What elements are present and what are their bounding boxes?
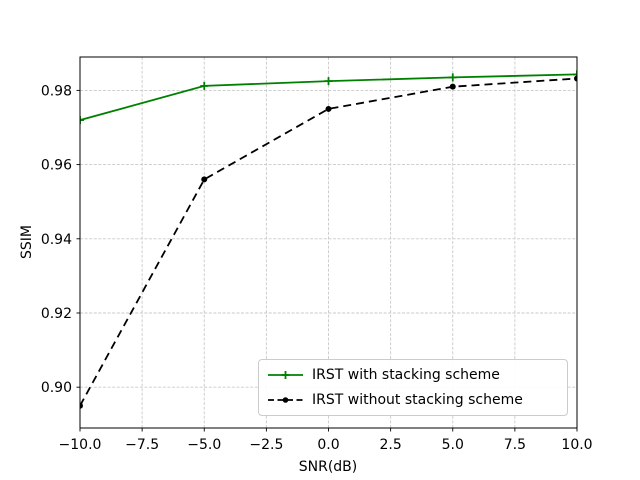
series-line-1	[80, 77, 577, 407]
x-tick-label: 10.0	[561, 437, 592, 453]
y-axis-label: SSIM	[19, 225, 35, 259]
dot-marker-icon	[80, 402, 83, 409]
legend-item-with-stacking: IRST with stacking scheme	[268, 367, 558, 383]
tick-labels: −10.0 −7.5 −5.0 −2.5 0.0 2.5 5.0 7.5 10.0 0.90 0.9…	[41, 83, 593, 453]
dot-marker-icon	[282, 396, 289, 403]
x-axis-label: SNR(dB)	[298, 459, 358, 475]
legend-label-with-stacking: IRST with stacking scheme	[312, 367, 500, 384]
legend-item-without-stacking: IRST without stacking scheme	[268, 392, 558, 408]
legend-sample-solid-line-icon	[268, 371, 303, 380]
x-tick-label: 0.0	[317, 437, 339, 453]
y-tick-label: 0.94	[41, 232, 72, 248]
y-tick-label: 0.92	[41, 306, 72, 322]
x-tick-label: 7.5	[504, 437, 526, 453]
dot-marker-icon	[574, 75, 577, 82]
x-tick-label: −2.5	[249, 437, 283, 453]
y-tick-label: 0.90	[41, 380, 72, 396]
x-tick-label: −10.0	[59, 437, 102, 453]
axis-ticks	[76, 89, 578, 432]
x-tick-label: −5.0	[187, 437, 221, 453]
dot-marker-icon	[325, 105, 332, 112]
x-tick-label: −7.5	[125, 437, 159, 453]
y-tick-label: 0.96	[41, 158, 72, 174]
gridlines	[79, 57, 578, 428]
dot-marker-icon	[449, 83, 456, 90]
dot-marker-icon	[201, 176, 208, 183]
legend-label-without-stacking: IRST without stacking scheme	[312, 391, 523, 408]
legend: IRST with stacking scheme IRST without s…	[258, 359, 568, 416]
x-tick-label: 2.5	[379, 437, 401, 453]
data-series	[80, 70, 577, 409]
x-tick-label: 5.0	[442, 437, 464, 453]
y-tick-label: 0.98	[41, 83, 72, 99]
legend-sample-dashed-line-icon	[268, 396, 303, 403]
